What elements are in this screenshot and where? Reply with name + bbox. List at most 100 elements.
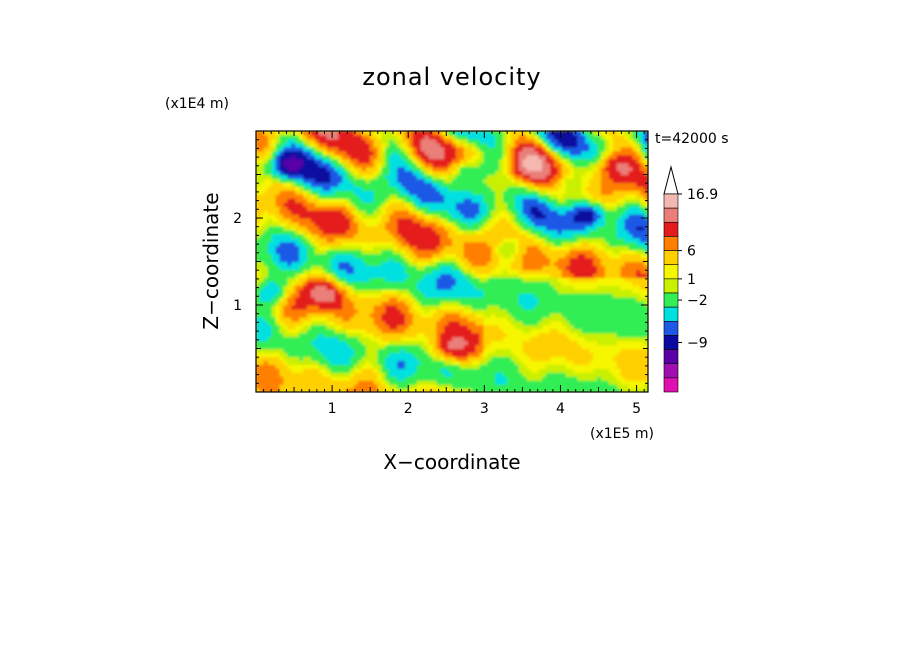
field-cell xyxy=(522,206,528,211)
field-cell xyxy=(295,372,300,377)
field-cell xyxy=(514,225,520,231)
field-cell xyxy=(452,336,457,342)
field-cell xyxy=(463,301,469,306)
field-cell xyxy=(342,245,347,251)
field-cell xyxy=(428,249,433,255)
field-cell xyxy=(593,344,598,350)
field-cell xyxy=(299,324,304,330)
field-cell xyxy=(393,245,398,251)
field-cell xyxy=(342,289,347,294)
field-cell xyxy=(287,388,292,392)
field-cell xyxy=(342,214,347,219)
field-cell xyxy=(620,336,626,342)
field-cell xyxy=(428,261,433,267)
field-cell xyxy=(416,253,422,259)
field-cell xyxy=(436,253,441,259)
field-cell xyxy=(459,249,465,255)
field-cell xyxy=(256,221,261,227)
field-cell xyxy=(608,293,614,298)
field-cell xyxy=(306,368,312,373)
field-cell xyxy=(267,305,273,310)
field-cell xyxy=(267,293,273,298)
field-cell xyxy=(569,388,575,392)
field-cell xyxy=(565,249,571,255)
field-cell xyxy=(557,332,563,338)
field-cell xyxy=(526,297,531,302)
field-cell xyxy=(267,237,273,243)
field-cell xyxy=(491,297,496,302)
field-cell xyxy=(393,368,398,373)
field-cell xyxy=(463,257,469,263)
field-cell xyxy=(401,277,406,282)
field-cell xyxy=(530,301,535,306)
field-cell xyxy=(318,301,324,306)
field-cell xyxy=(495,245,500,251)
field-cell xyxy=(326,352,332,357)
field-cell xyxy=(459,316,465,322)
field-cell xyxy=(385,277,390,282)
field-cell xyxy=(471,269,477,274)
field-cell xyxy=(483,202,488,207)
field-cell xyxy=(416,344,422,350)
field-cell xyxy=(432,364,437,369)
field-cell xyxy=(561,312,567,318)
field-cell xyxy=(299,202,304,207)
field-cell xyxy=(310,245,316,251)
field-cell xyxy=(530,360,535,365)
field-cell xyxy=(526,289,531,294)
field-cell xyxy=(346,265,351,270)
field-cell xyxy=(550,305,555,310)
field-cell xyxy=(385,210,390,215)
field-cell xyxy=(561,277,567,282)
field-cell xyxy=(314,285,320,290)
field-cell xyxy=(381,277,386,282)
field-cell xyxy=(342,218,347,223)
field-cell xyxy=(303,376,308,381)
field-cell xyxy=(389,388,394,392)
field-cell xyxy=(334,214,339,219)
field-cell xyxy=(608,194,614,199)
field-cell xyxy=(444,285,449,290)
field-cell xyxy=(479,316,484,322)
field-cell xyxy=(369,214,375,219)
field-cell xyxy=(542,320,547,326)
field-cell xyxy=(271,348,277,354)
field-cell xyxy=(471,202,477,207)
field-cell xyxy=(550,241,555,247)
field-cell xyxy=(326,372,332,377)
field-cell xyxy=(259,277,265,282)
field-cell xyxy=(350,253,355,259)
field-cell xyxy=(491,320,496,326)
field-cell xyxy=(475,245,481,251)
field-cell xyxy=(322,277,328,282)
field-cell xyxy=(346,210,351,215)
field-cell xyxy=(361,265,367,270)
field-cell xyxy=(275,261,281,267)
field-cell xyxy=(569,312,575,318)
field-cell xyxy=(365,305,371,310)
field-cell xyxy=(338,308,343,314)
field-cell xyxy=(530,384,535,389)
field-cell xyxy=(573,202,579,207)
field-cell xyxy=(448,233,453,239)
field-cell xyxy=(354,225,359,231)
field-cell xyxy=(424,225,430,231)
field-cell xyxy=(448,376,453,381)
field-cell xyxy=(424,229,430,235)
field-cell xyxy=(275,214,281,219)
field-cell xyxy=(644,265,648,270)
field-cell xyxy=(283,257,288,263)
field-cell xyxy=(604,305,610,310)
field-cell xyxy=(640,237,645,243)
field-cell xyxy=(259,360,265,365)
field-cell xyxy=(377,229,383,235)
field-cell xyxy=(514,202,520,207)
field-cell xyxy=(310,340,316,346)
field-cell xyxy=(542,297,547,302)
field-cell xyxy=(408,273,414,278)
field-cell xyxy=(600,257,606,263)
field-cell xyxy=(412,376,418,381)
field-cell xyxy=(487,245,492,251)
field-cell xyxy=(569,301,575,306)
field-cell xyxy=(553,360,559,365)
